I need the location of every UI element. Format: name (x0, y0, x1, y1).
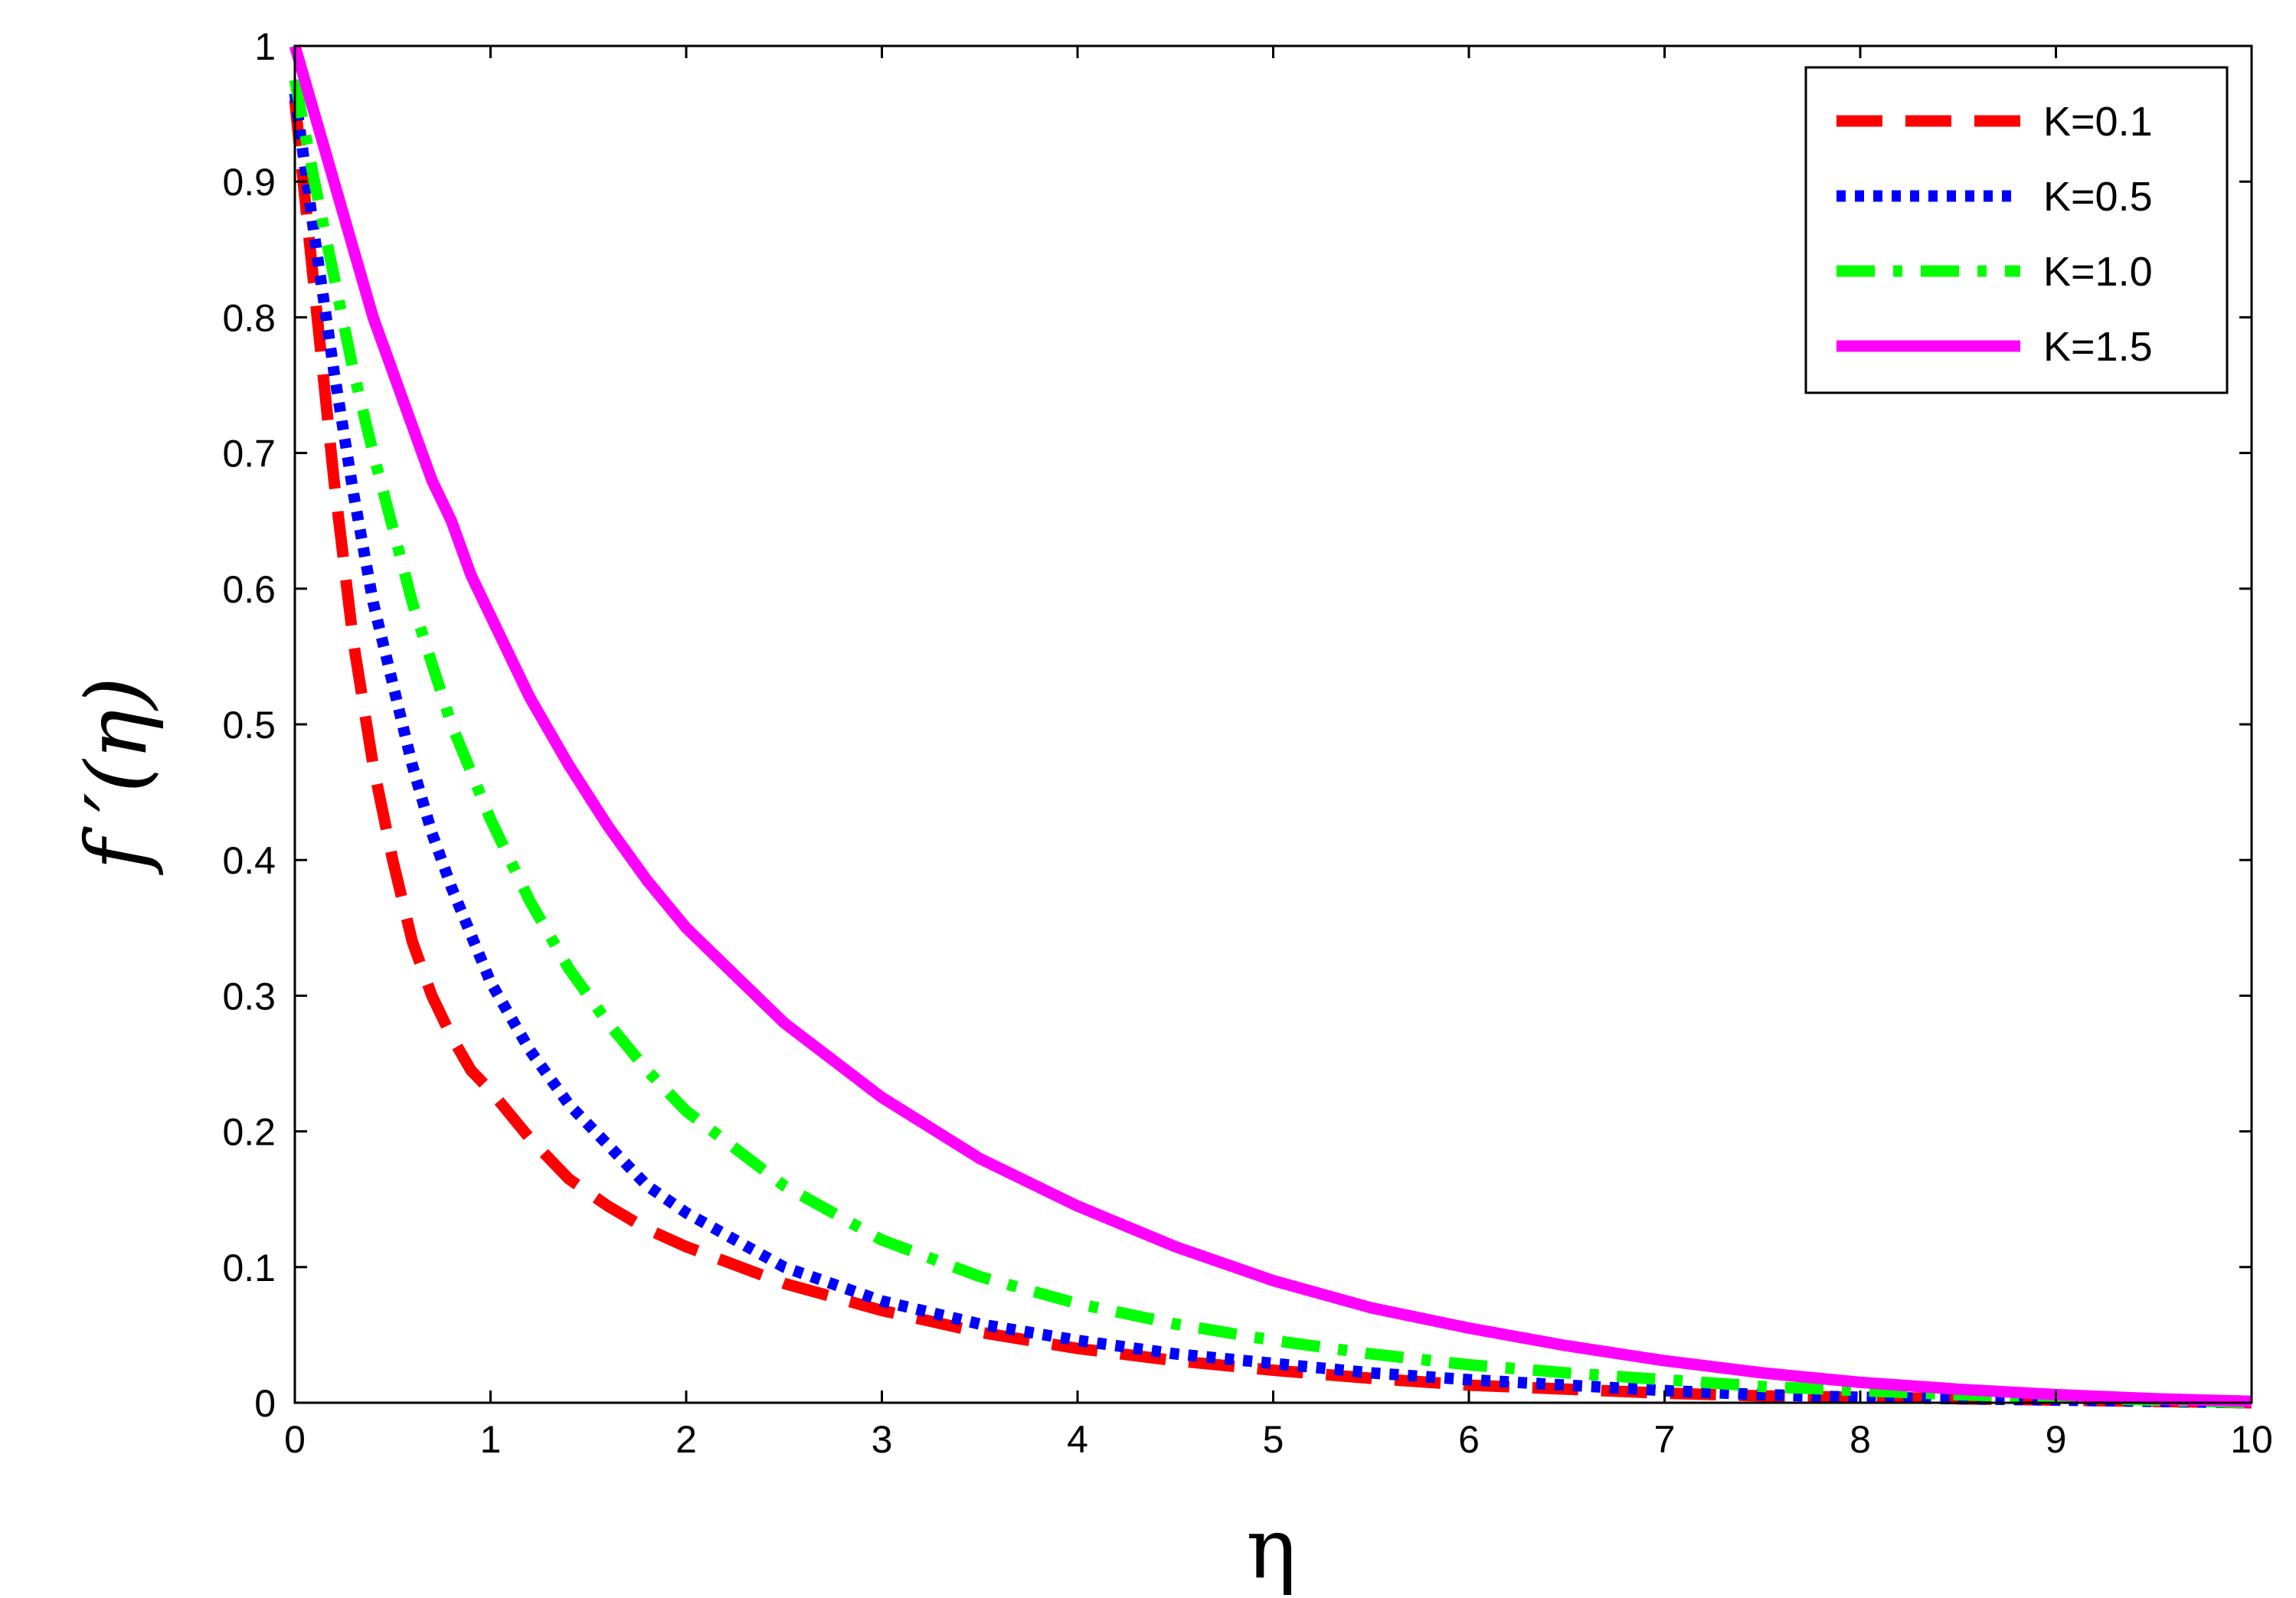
y-tick-label: 0.2 (222, 1111, 276, 1154)
x-tick-label: 8 (1850, 1418, 1871, 1461)
x-tick-label: 3 (872, 1418, 893, 1461)
y-tick-label: 0.8 (222, 296, 276, 339)
y-tick-label: 0.5 (222, 704, 276, 747)
x-tick-label: 9 (2046, 1418, 2067, 1461)
x-tick-label: 5 (1263, 1418, 1284, 1461)
series-line-2 (289, 92, 2252, 1409)
series-layer (289, 44, 2252, 1409)
legend: K=0.1 K=0.5 K=1.0 K=1.5 (1804, 66, 2229, 394)
y-tick-label: 0.6 (222, 568, 276, 611)
x-tick-label: 6 (1458, 1418, 1480, 1461)
series-line-3 (289, 78, 2252, 1409)
legend-item: K=1.0 (1836, 249, 2153, 295)
tick-labels: 0 1 2 3 4 5 6 7 8 9 10 0 0.1 0.2 0.3 0.4 0.5 0.6 0.7 0.8 0.9… (222, 25, 2272, 1461)
x-tick-label: 7 (1654, 1418, 1676, 1461)
y-axis-title: f ′(η) (67, 677, 165, 875)
legend-item: K=0.5 (1836, 174, 2153, 220)
ticks-layer (293, 44, 2253, 1404)
legend-label: K=1.5 (2043, 324, 2153, 370)
x-tick-label: 10 (2230, 1418, 2273, 1461)
x-tick-label: 4 (1067, 1418, 1088, 1461)
y-tick-label: 0.3 (222, 975, 276, 1018)
x-tick-label: 0 (284, 1418, 306, 1461)
legend-item: K=0.1 (1836, 99, 2153, 145)
legend-items: K=0.1 K=0.5 K=1.0 K=1.5 (1836, 99, 2153, 370)
legend-label: K=1.0 (2043, 249, 2153, 295)
x-tick-label: 1 (480, 1418, 502, 1461)
y-tick-label: 1 (254, 25, 276, 68)
x-tick-label: 2 (675, 1418, 697, 1461)
legend-label: K=0.1 (2043, 99, 2153, 145)
y-tick-label: 0 (254, 1382, 276, 1425)
y-tick-label: 0.7 (222, 433, 276, 475)
x-axis-title: η (1246, 1499, 1297, 1597)
y-tick-label: 0.9 (222, 161, 276, 204)
legend-label: K=0.5 (2043, 174, 2153, 220)
y-tick-label: 0.1 (222, 1247, 276, 1289)
series-line-4 (289, 44, 2252, 1407)
legend-item: K=1.5 (1836, 324, 2153, 370)
y-tick-label: 0.4 (222, 839, 276, 882)
